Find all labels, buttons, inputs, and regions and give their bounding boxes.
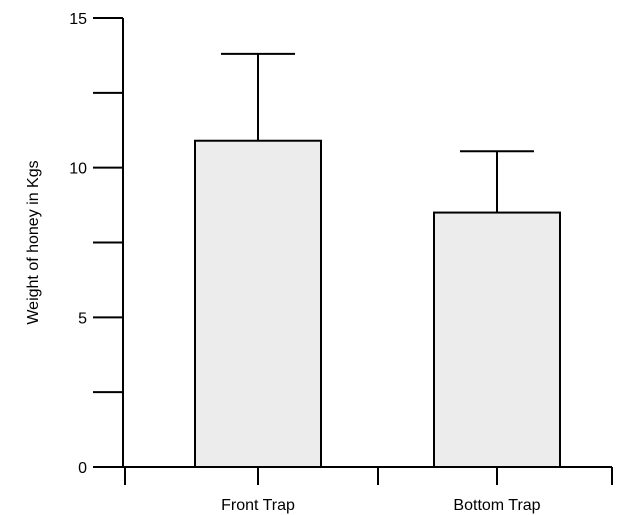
y-axis-title: Weight of honey in Kgs [25,160,42,324]
y-tick-label: 0 [78,460,87,477]
bar-front-trap [194,139,322,469]
y-tick-label: 10 [69,161,87,178]
y-tick-label: 5 [78,310,87,327]
bar-bottom-trap [433,211,561,468]
x-category-label: Front Trap [221,497,295,514]
y-tick-label: 15 [69,11,87,28]
y-axis-ticks: 0 5 10 15 [69,11,123,477]
x-category-label: Bottom Trap [453,497,540,514]
category-labels: Front Trap Bottom Trap [221,497,541,514]
error-bars [221,52,534,213]
bars [194,139,561,469]
x-axis-ticks [124,467,613,485]
